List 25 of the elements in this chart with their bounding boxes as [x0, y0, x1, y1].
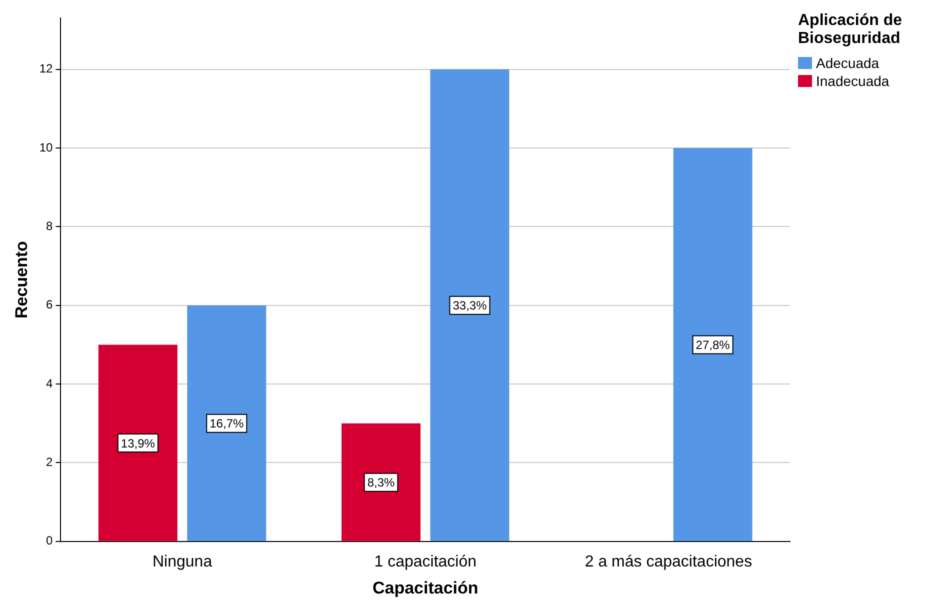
y-tick-label: 10	[39, 140, 54, 154]
y-tick-label: 0	[46, 534, 54, 548]
bar	[98, 344, 178, 541]
bar	[673, 148, 752, 541]
x-tick-label: 1 capacitación	[374, 553, 477, 570]
annotation: 8,3%	[367, 476, 396, 490]
y-tick-label: 12	[39, 62, 54, 76]
y-tick-label: 4	[46, 376, 54, 390]
y-axis-title: Recuento	[12, 241, 31, 319]
annotation: 13,9%	[120, 436, 156, 450]
bar	[187, 305, 266, 541]
annotation: 27,8%	[696, 338, 730, 352]
x-tick-label: Ninguna	[152, 553, 212, 570]
legend-label: Inadecuada	[816, 72, 890, 90]
x-axis-title: Capacitación	[372, 578, 478, 598]
x-tick-label: 2 a más capacitaciones	[584, 553, 752, 570]
legend-label: Adecuada	[816, 54, 880, 72]
y-tick-label: 2	[46, 455, 54, 470]
bar	[430, 69, 510, 541]
annotation: 33,3%	[452, 298, 488, 313]
legend-title: Aplicación de Bioseguridad	[798, 12, 904, 48]
y-tick-label: 6	[46, 298, 54, 312]
y-tick-label: 8	[46, 219, 54, 234]
bar	[342, 423, 420, 541]
annotation: 16,7%	[210, 416, 244, 431]
